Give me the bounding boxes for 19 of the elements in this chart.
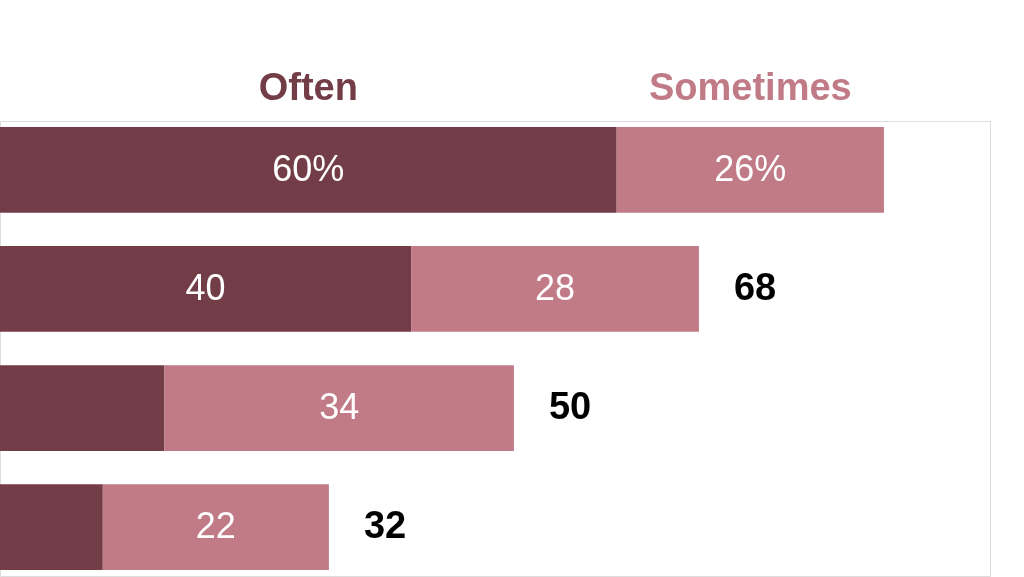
bar	[102, 484, 329, 571]
total-label: 50	[548, 385, 592, 428]
data-label: 40	[185, 266, 226, 308]
bar	[0, 365, 165, 451]
data-label: 28	[535, 266, 576, 308]
bar	[411, 246, 699, 332]
series-label: Often	[258, 66, 358, 108]
total-label: 68	[733, 265, 777, 308]
total-label: 32	[363, 504, 407, 547]
bar	[0, 126, 617, 213]
series-label: Sometimes	[648, 66, 852, 108]
bar	[164, 365, 514, 451]
data-label: 34	[319, 386, 360, 428]
data-label: 22	[195, 505, 236, 547]
bar	[0, 246, 412, 332]
data-label: 26%	[714, 147, 787, 189]
bar	[0, 484, 103, 571]
data-label: 60%	[272, 147, 345, 189]
bar	[616, 126, 884, 213]
